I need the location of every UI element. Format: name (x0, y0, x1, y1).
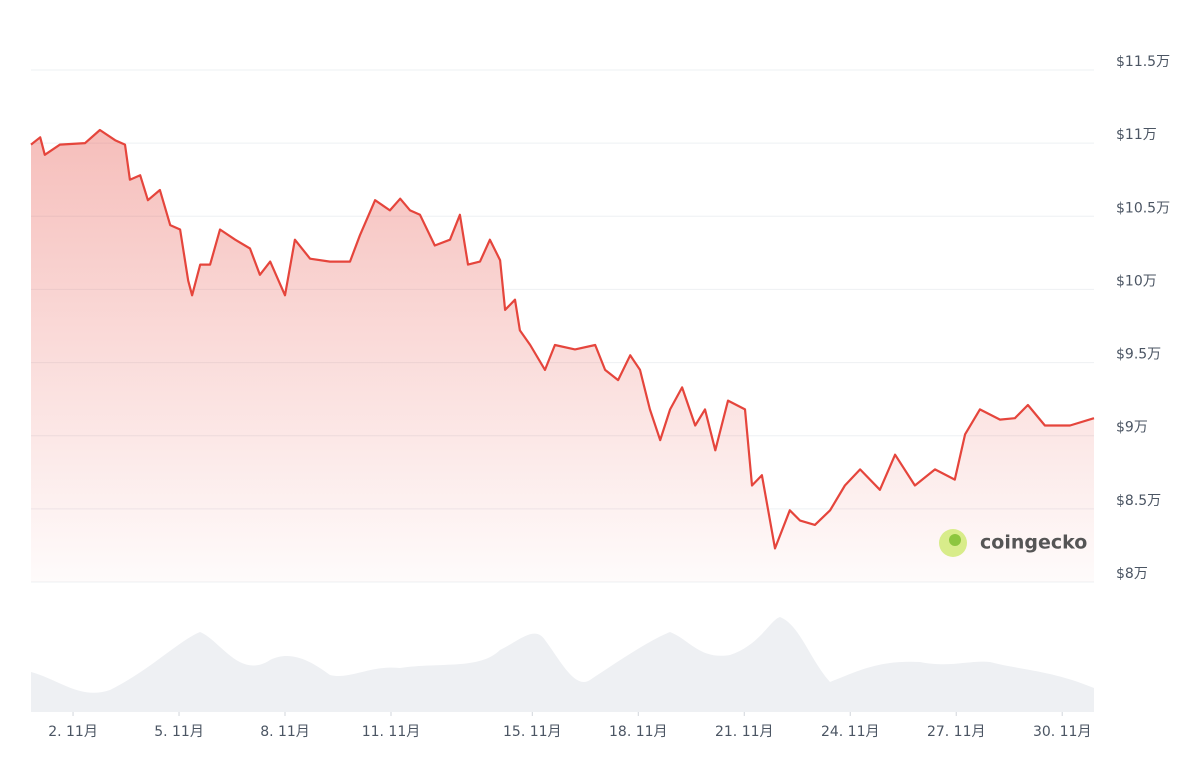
volume-area (31, 617, 1094, 712)
x-tick-label: 11. 11月 (362, 724, 421, 740)
y-tick-label: $11万 (1116, 127, 1157, 143)
x-tick-label: 8. 11月 (260, 724, 310, 740)
y-tick-label: $8万 (1116, 566, 1148, 582)
x-tick-label: 5. 11月 (154, 724, 204, 740)
x-tick-label: 24. 11月 (821, 724, 880, 740)
price-area (31, 130, 1094, 582)
x-tick-label: 27. 11月 (927, 724, 986, 740)
watermark-logo-eye (949, 534, 961, 546)
x-tick-label: 30. 11月 (1033, 724, 1092, 740)
y-tick-label: $9.5万 (1116, 347, 1161, 363)
y-tick-label: $9万 (1116, 420, 1148, 436)
x-tick-label: 2. 11月 (48, 724, 98, 740)
y-tick-label: $10万 (1116, 273, 1157, 289)
price-line (30, 128, 1095, 550)
y-tick-label: $8.5万 (1116, 493, 1161, 509)
y-tick-label: $11.5万 (1116, 54, 1170, 70)
watermark: coingecko (939, 529, 1087, 557)
x-tick-label: 18. 11月 (609, 724, 668, 740)
watermark-text: coingecko (980, 532, 1087, 554)
y-tick-label: $10.5万 (1116, 200, 1170, 216)
x-tick-label: 15. 11月 (503, 724, 562, 740)
x-tick-label: 21. 11月 (715, 724, 774, 740)
